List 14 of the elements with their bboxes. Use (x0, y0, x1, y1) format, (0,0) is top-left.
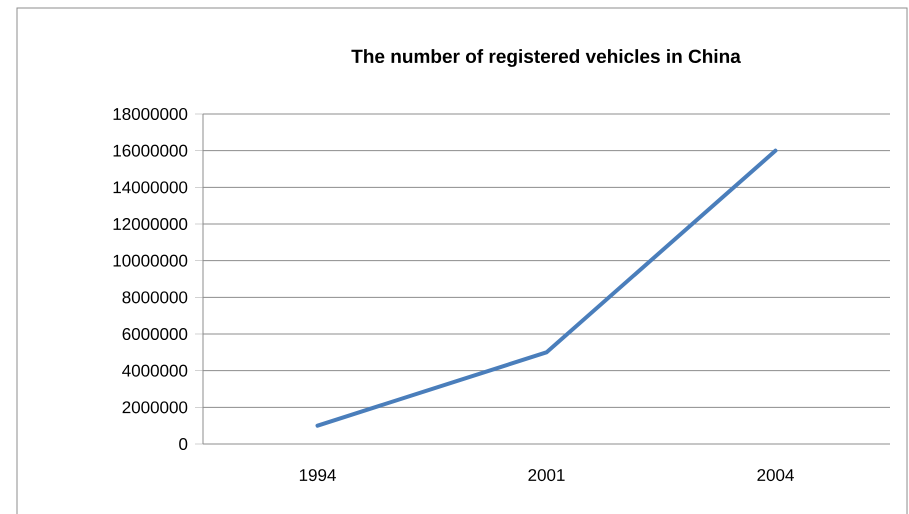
x-tick-label: 2004 (757, 469, 794, 482)
y-tick-label: 18000000 (114, 108, 188, 120)
y-tick-label: 0 (179, 438, 188, 450)
y-tick-label: 10000000 (114, 254, 188, 267)
y-tick-label: 2000000 (122, 401, 188, 414)
y-tick-label: 8000000 (122, 291, 188, 304)
y-tick-label: 4000000 (122, 364, 188, 377)
y-tick-label: 16000000 (114, 144, 188, 157)
y-tick-label: 12000000 (114, 218, 188, 230)
y-tick-label: 14000000 (114, 181, 188, 194)
x-tick-label: 1994 (300, 469, 336, 482)
y-tick-label: 6000000 (122, 328, 188, 340)
chart-title: The number of registered vehicles in China (351, 49, 741, 67)
x-tick-label: 2001 (528, 469, 565, 482)
